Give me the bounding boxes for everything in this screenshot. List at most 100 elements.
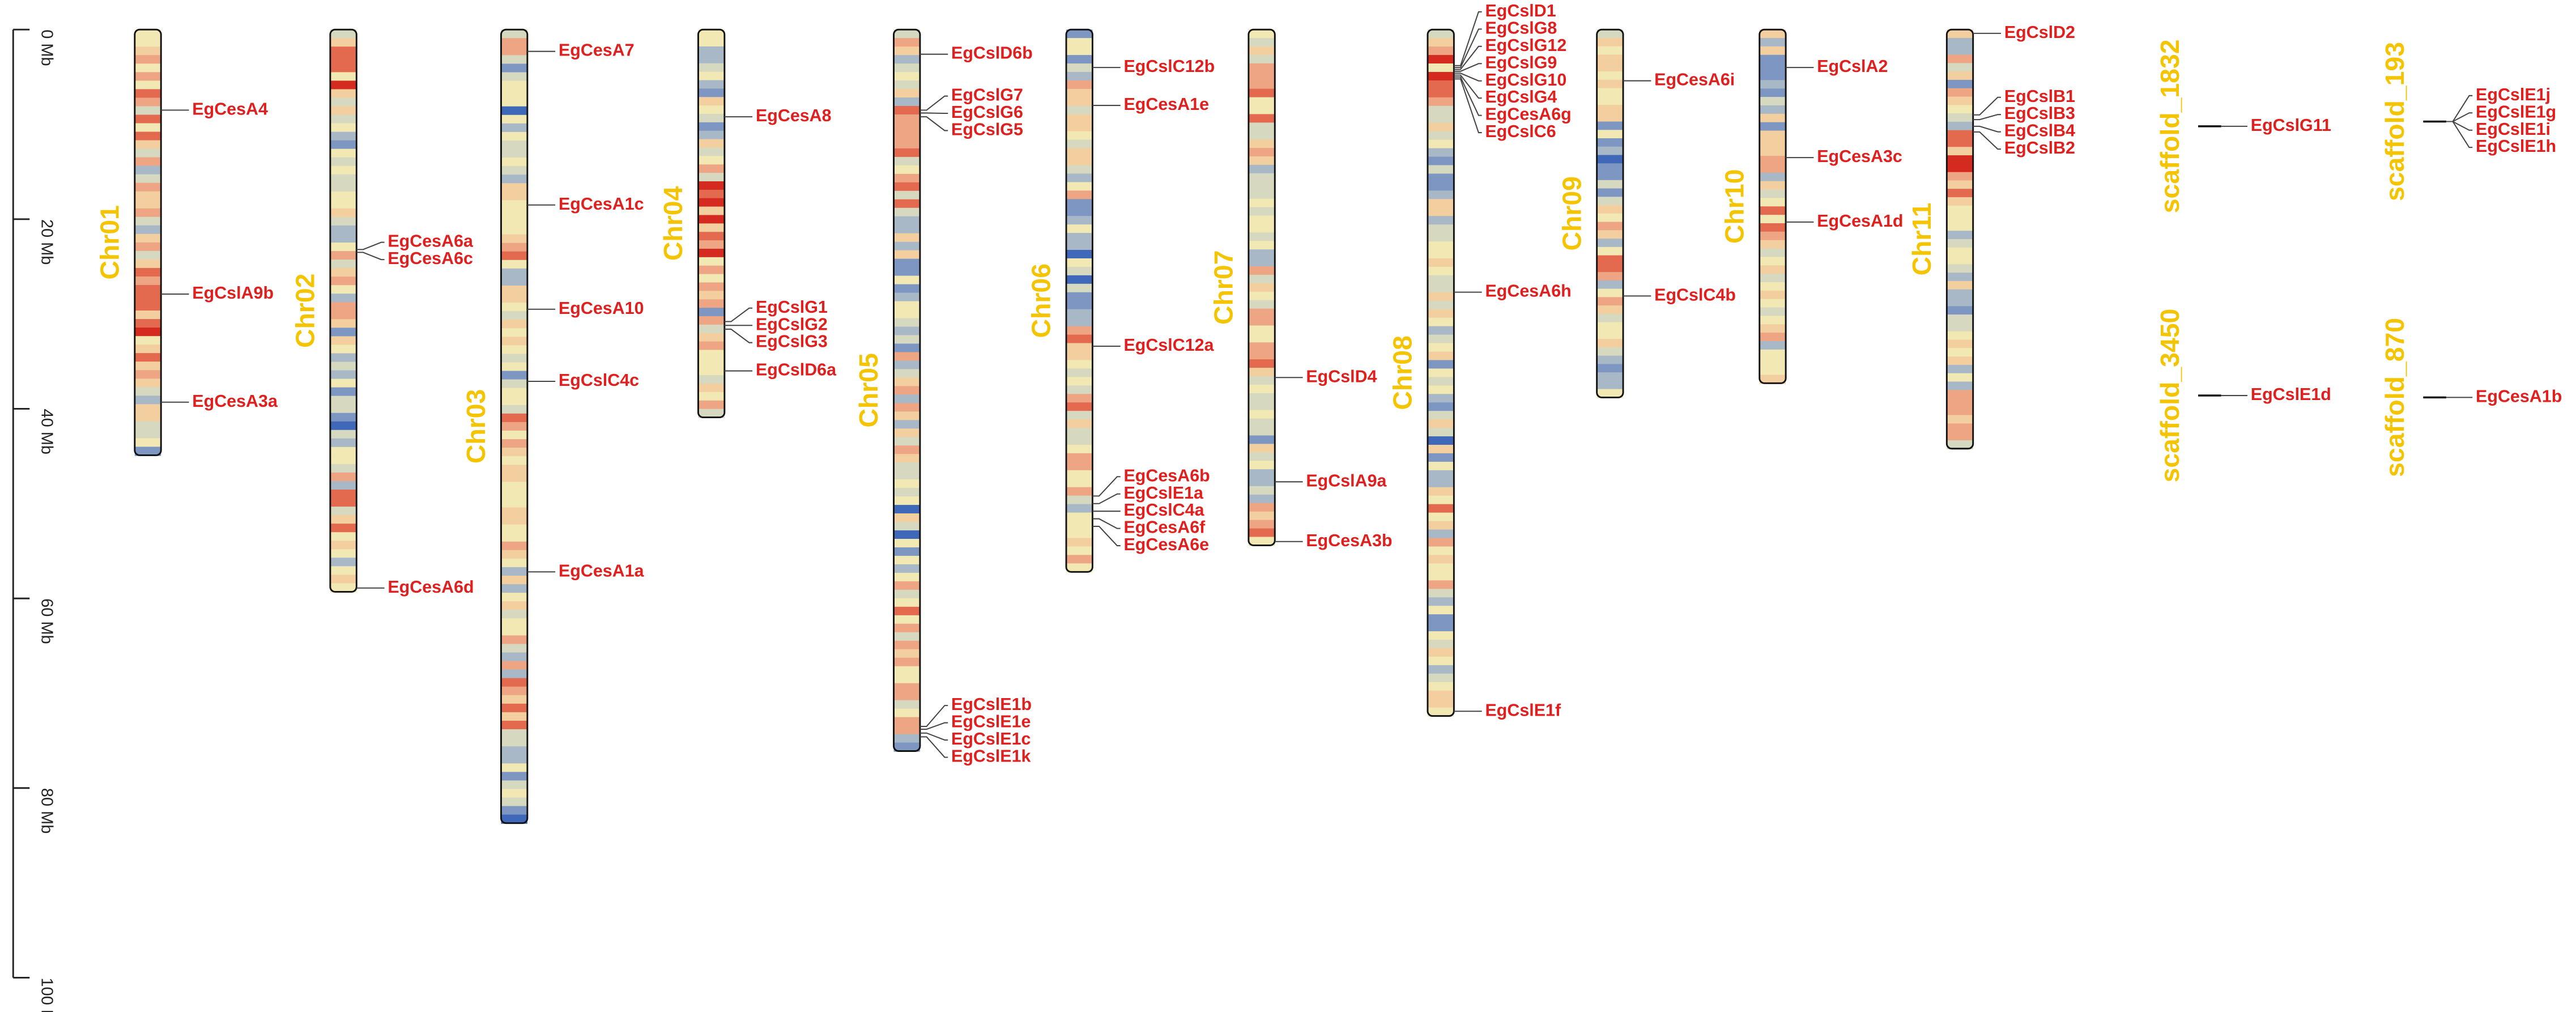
gene-connector xyxy=(724,307,753,322)
density-band xyxy=(1596,230,1624,240)
density-band xyxy=(1596,305,1624,315)
chromosome xyxy=(893,28,921,752)
density-band xyxy=(1248,410,1275,419)
density-band xyxy=(698,274,725,283)
density-band xyxy=(1427,275,1454,285)
density-band xyxy=(1759,29,1786,39)
density-band xyxy=(330,566,357,576)
gene-connector xyxy=(1454,74,1482,99)
density-band xyxy=(1759,46,1786,56)
gene-label: EgCslG3 xyxy=(756,332,828,351)
density-band xyxy=(1596,71,1624,80)
density-band xyxy=(1947,88,1973,97)
density-band xyxy=(893,386,920,396)
density-band xyxy=(1066,478,1093,488)
density-band xyxy=(501,738,527,747)
density-band xyxy=(501,200,527,210)
density-band xyxy=(1427,63,1454,73)
density-band xyxy=(134,174,161,184)
density-band xyxy=(1248,325,1275,335)
density-band xyxy=(501,490,527,500)
density-band xyxy=(1427,139,1454,149)
density-band xyxy=(330,302,357,312)
density-band xyxy=(501,644,527,653)
density-band xyxy=(893,343,920,353)
density-band xyxy=(1248,435,1275,445)
density-band xyxy=(1427,80,1454,90)
density-band xyxy=(330,285,357,295)
chromosome-outline xyxy=(329,28,357,593)
density-band xyxy=(330,387,357,397)
density-band xyxy=(501,388,527,397)
gene-label: EgCslB4 xyxy=(2004,121,2075,141)
density-band xyxy=(1248,444,1275,453)
density-band xyxy=(1596,104,1624,114)
density-band xyxy=(1759,139,1786,148)
density-band xyxy=(893,683,920,692)
density-band xyxy=(698,232,725,241)
density-band xyxy=(698,291,725,300)
density-band xyxy=(1947,398,1973,407)
density-band xyxy=(501,405,527,415)
chromosome-outline xyxy=(697,28,726,418)
density-band xyxy=(501,379,527,389)
density-band xyxy=(1759,71,1786,81)
density-band xyxy=(501,243,527,252)
density-band xyxy=(1066,394,1093,403)
density-band xyxy=(893,666,920,675)
density-band xyxy=(501,97,527,107)
gene-connector xyxy=(356,241,385,250)
density-band xyxy=(1248,368,1275,377)
density-band xyxy=(501,482,527,491)
density-band xyxy=(501,320,527,329)
density-band xyxy=(893,649,920,658)
density-band xyxy=(1427,521,1454,530)
density-band xyxy=(1947,339,1973,349)
density-band xyxy=(1248,308,1275,318)
density-band xyxy=(501,806,527,815)
gene-label: EgCslC12b xyxy=(1124,57,1215,76)
density-band xyxy=(1248,190,1275,199)
density-band xyxy=(698,189,725,199)
density-band xyxy=(698,282,725,292)
density-band xyxy=(1947,306,1973,316)
density-band xyxy=(501,780,527,790)
density-band xyxy=(1427,572,1454,581)
density-band xyxy=(1066,326,1093,335)
density-band xyxy=(134,182,161,192)
density-band xyxy=(1066,182,1093,192)
density-band xyxy=(1759,274,1786,283)
gene-connector xyxy=(1454,28,1482,69)
density-band xyxy=(501,541,527,551)
gene-label: EgCesA10 xyxy=(559,299,644,318)
density-band xyxy=(134,72,161,82)
density-band xyxy=(893,496,920,506)
density-band xyxy=(1596,222,1624,231)
density-band xyxy=(1759,240,1786,249)
chromosome-name: Chr03 xyxy=(461,389,491,464)
gene-label: EgCesA3a xyxy=(192,392,278,411)
density-band xyxy=(1248,131,1275,141)
density-band xyxy=(330,490,357,499)
density-band xyxy=(1427,538,1454,547)
density-band xyxy=(1947,364,1973,374)
density-band xyxy=(1248,528,1275,538)
density-band xyxy=(1596,364,1624,373)
gene-label: EgCesA7 xyxy=(559,41,635,60)
gene-connector xyxy=(1973,96,2002,116)
density-band xyxy=(330,80,357,90)
density-band xyxy=(134,114,161,124)
density-band xyxy=(501,473,527,483)
density-band xyxy=(134,293,161,303)
density-band xyxy=(1947,54,1973,64)
density-band xyxy=(330,575,357,584)
density-band xyxy=(1248,38,1275,48)
density-band xyxy=(893,471,920,481)
density-band xyxy=(698,97,725,107)
density-band xyxy=(1759,113,1786,123)
density-band xyxy=(893,207,920,217)
density-band xyxy=(1759,122,1786,131)
density-band xyxy=(1427,46,1454,56)
density-band xyxy=(501,114,527,125)
density-band xyxy=(134,233,161,243)
